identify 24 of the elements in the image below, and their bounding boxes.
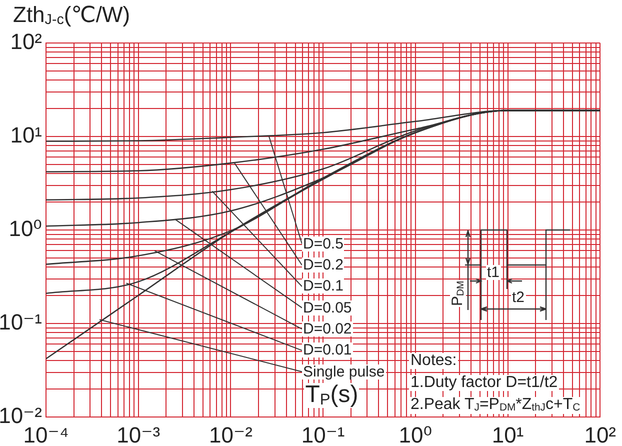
x-tick-label: 10⁰ <box>398 422 432 446</box>
x-axis-title: T$_{P}$(s) <box>304 381 360 408</box>
annotation: D=0.05 <box>302 299 353 316</box>
annotation: t2 <box>511 289 526 306</box>
x-tick-label: 10² <box>584 422 616 446</box>
y-tick-label: 10¹ <box>10 122 42 148</box>
annotation: 2.Peak T$_{J}$=P$_{DM}$*Z$_{thJ}$c+T$_{C}$ <box>409 396 582 414</box>
annotation: D=0.2 <box>302 256 344 274</box>
chart-title: Zth$_{J-c}$(℃/W) <box>13 2 130 28</box>
x-tick-label: 10⁻² <box>208 422 252 446</box>
annotation: D=0.02 <box>302 320 353 338</box>
annotation: 1.Duty factor D=t1/t2 <box>409 374 559 392</box>
annotation: Single pulse <box>302 363 386 380</box>
x-tick-label: 10⁻¹ <box>301 422 345 446</box>
y-tick-label: 10² <box>10 29 42 54</box>
annotation: D=0.5 <box>302 235 344 252</box>
y-tick-label: 10⁰ <box>8 216 42 242</box>
annotation: D=0.1 <box>302 278 344 295</box>
annotation: Notes: <box>409 352 458 370</box>
x-tick-label: 10¹ <box>492 422 524 446</box>
y-tick-label: 10⁻¹ <box>0 310 42 335</box>
x-tick-label: 10⁻³ <box>116 422 160 446</box>
annotation: D=0.01 <box>302 342 353 359</box>
annotation: t1 <box>486 264 501 281</box>
